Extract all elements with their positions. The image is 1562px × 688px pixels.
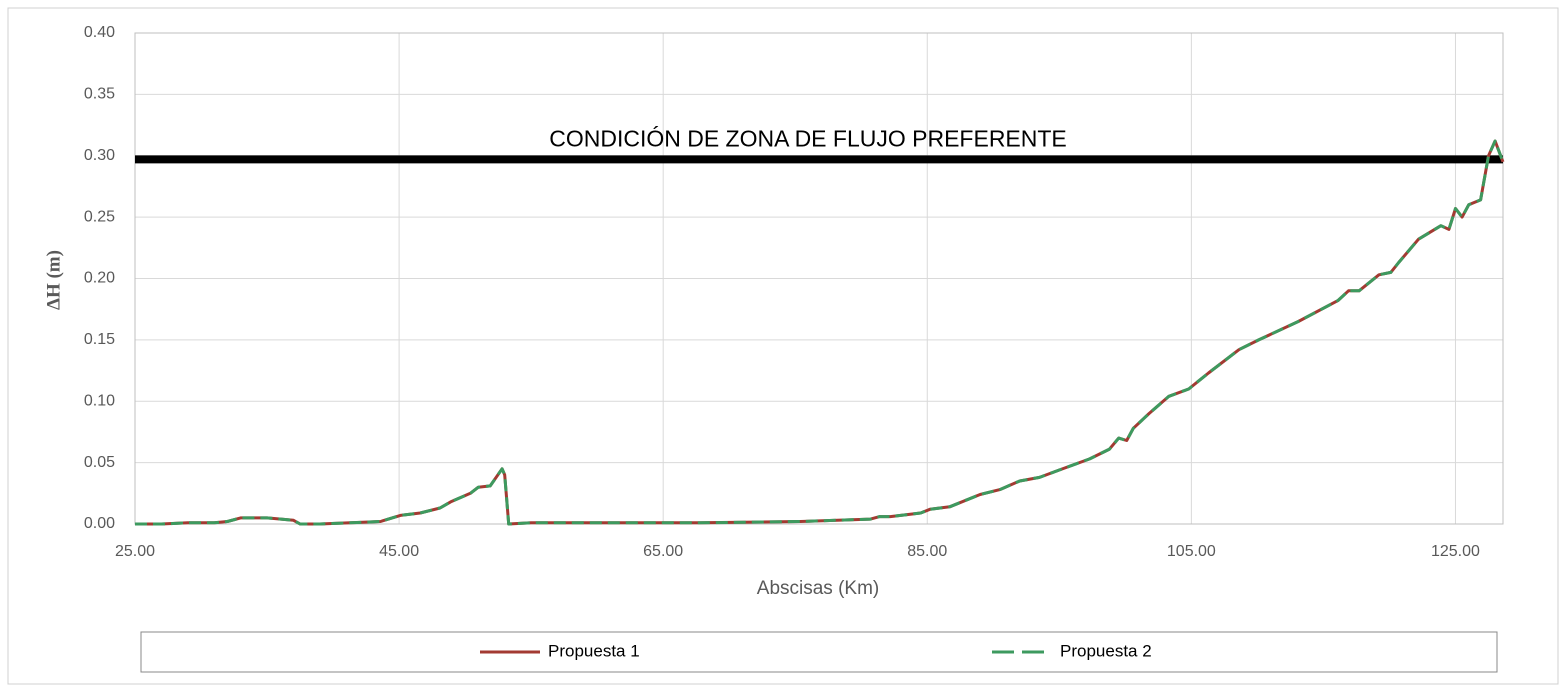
y-axis-label: ΔH (m) [43, 250, 64, 310]
legend-box [140, 631, 1498, 673]
y-tick-label: 0.15 [84, 331, 115, 348]
y-tick-label: 0.10 [84, 392, 115, 409]
x-tick-label: 125.00 [1431, 543, 1480, 560]
y-tick-label: 0.20 [84, 270, 115, 287]
x-axis-label: Abscisas (Km) [757, 578, 879, 599]
y-tick-label: 0.40 [84, 24, 115, 41]
y-tick-label: 0.30 [84, 147, 115, 164]
x-tick-label: 25.00 [115, 543, 155, 560]
plot-border [134, 32, 1504, 525]
chart-border [7, 7, 1559, 685]
y-tick-label: 0.05 [84, 454, 115, 471]
legend-label: Propuesta 1 [548, 641, 640, 660]
y-tick-label: 0.35 [84, 86, 115, 103]
legend-label: Propuesta 2 [1060, 641, 1152, 660]
x-tick-label: 65.00 [643, 543, 683, 560]
x-tick-label: 85.00 [907, 543, 947, 560]
series-line [135, 139, 1505, 526]
x-tick-label: 45.00 [379, 543, 419, 560]
annotation: CONDICIÓN DE ZONA DE FLUJO PREFERENTE [549, 126, 1067, 152]
y-tick-label: 0.25 [84, 208, 115, 225]
y-tick-label: 0.00 [84, 515, 115, 532]
x-tick-label: 105.00 [1167, 543, 1216, 560]
series-line [135, 139, 1505, 526]
